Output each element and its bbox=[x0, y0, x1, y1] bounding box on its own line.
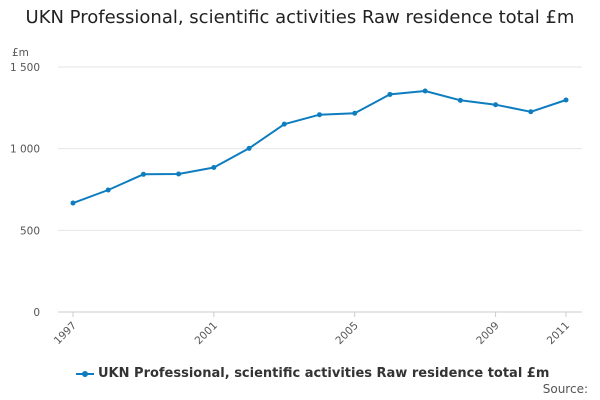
legend-label: UKN Professional, scientific activities … bbox=[98, 366, 550, 381]
data-point[interactable] bbox=[140, 171, 146, 177]
y-tick-label: 1 000 bbox=[10, 144, 40, 156]
data-point[interactable] bbox=[281, 121, 287, 127]
data-point[interactable] bbox=[563, 97, 569, 103]
series-layer bbox=[70, 88, 569, 206]
x-tick-label: 1997 bbox=[52, 320, 79, 347]
data-point[interactable] bbox=[528, 109, 534, 115]
data-point[interactable] bbox=[422, 88, 428, 94]
data-point[interactable] bbox=[317, 112, 322, 118]
data-point[interactable] bbox=[70, 200, 76, 206]
data-point[interactable] bbox=[105, 187, 111, 193]
y-tick-label: 1 500 bbox=[10, 62, 40, 74]
legend[interactable]: UKN Professional, scientific activities … bbox=[76, 366, 549, 381]
series-line bbox=[72, 90, 567, 205]
data-point[interactable] bbox=[211, 164, 217, 170]
data-point[interactable] bbox=[352, 110, 358, 116]
y-tick-label: 0 bbox=[33, 307, 40, 319]
y-tick-label: 500 bbox=[20, 225, 40, 237]
x-axis-ticks: 1997 2001 2005 2009 2011 bbox=[52, 312, 572, 347]
data-point[interactable] bbox=[246, 145, 252, 151]
legend-swatch-icon bbox=[76, 369, 94, 379]
gridlines bbox=[58, 66, 582, 313]
x-tick-label: 2011 bbox=[545, 320, 572, 347]
chart-title: UKN Professional, scientific activities … bbox=[25, 7, 575, 28]
data-point[interactable] bbox=[176, 171, 182, 177]
data-point[interactable] bbox=[457, 97, 463, 103]
data-point[interactable] bbox=[493, 102, 499, 108]
y-axis-unit-label: £m bbox=[12, 47, 29, 59]
x-tick-label: 2005 bbox=[333, 320, 360, 347]
y-axis-ticks: 0 500 1 000 1 500 bbox=[10, 62, 40, 319]
data-point[interactable] bbox=[387, 91, 393, 97]
source-label: Source: bbox=[542, 382, 588, 396]
x-tick-label: 2009 bbox=[474, 320, 501, 347]
x-tick-label: 2001 bbox=[193, 320, 220, 347]
